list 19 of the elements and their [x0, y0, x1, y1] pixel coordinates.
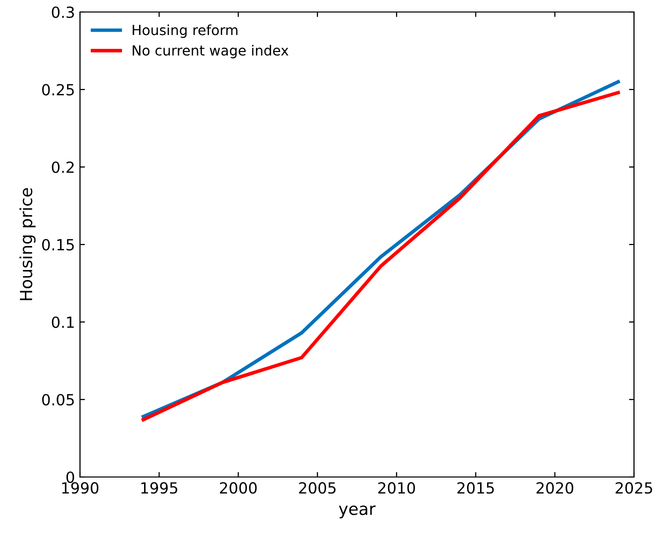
x-tick-label: 2015 — [457, 482, 494, 494]
y-tick-label: 0 — [66, 471, 74, 484]
y-tick-label: 0.3 — [52, 6, 74, 18]
y-tick-label: 0.15 — [42, 238, 74, 251]
x-tick-label: 1995 — [141, 482, 178, 494]
x-tick-label: 2005 — [299, 482, 336, 494]
legend-label: Housing reform — [132, 24, 238, 38]
x-tick-label: 2020 — [536, 482, 574, 494]
x-axis-title: year — [338, 506, 376, 518]
y-tick-label: 0.05 — [42, 394, 74, 406]
x-tick-label: 2000 — [220, 482, 257, 494]
y-tick-label: 0.1 — [52, 316, 74, 328]
y-tick-label: 0.2 — [52, 161, 74, 174]
y-axis-title: Housing price — [19, 188, 36, 300]
y-tick-label: 0.25 — [42, 84, 74, 96]
legend-label: No current wage index — [132, 44, 288, 58]
x-tick-label: 2010 — [378, 482, 415, 494]
x-tick-label: 1990 — [62, 482, 98, 494]
x-tick-label: 2025 — [616, 482, 652, 494]
